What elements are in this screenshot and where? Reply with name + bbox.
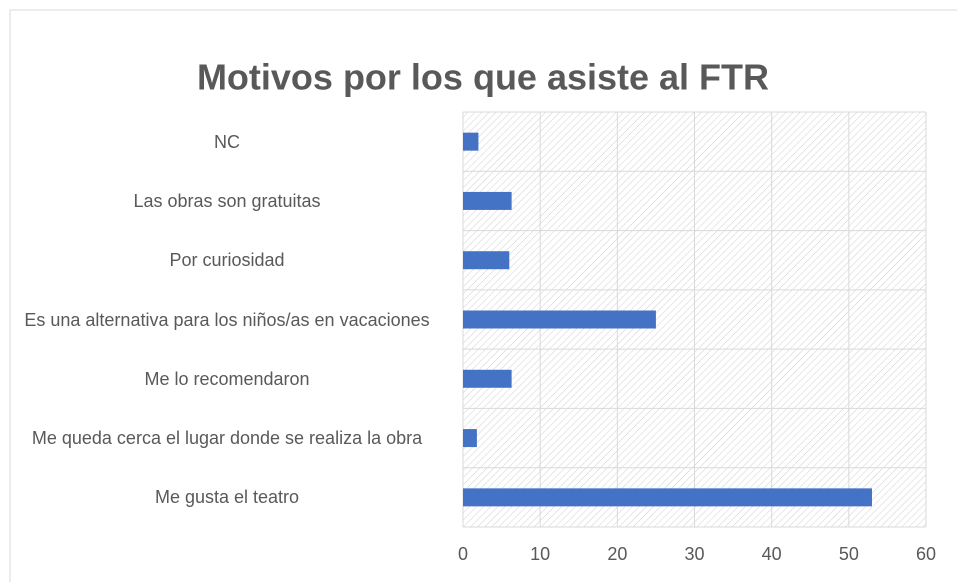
- chart-border: [9, 9, 957, 582]
- bar: [463, 369, 512, 388]
- x-tick-label: 10: [530, 544, 550, 564]
- x-tick-label: 0: [458, 544, 468, 564]
- x-tick-label: 60: [916, 544, 936, 564]
- bar: [463, 132, 479, 151]
- y-tick-label: Me gusta el teatro: [154, 487, 300, 508]
- chart-title: Motivos por los que asiste al FTR: [197, 57, 769, 98]
- x-tick-label: 20: [607, 544, 627, 564]
- bar: [463, 429, 477, 448]
- y-tick-label: Me queda cerca el lugar donde se realiza…: [31, 428, 423, 449]
- bar: [463, 191, 512, 210]
- bar: [463, 310, 656, 329]
- bar: [463, 251, 510, 270]
- y-tick-label: NC: [214, 131, 240, 152]
- y-tick-label: Me lo recomendaron: [144, 368, 310, 389]
- bar: [463, 488, 872, 507]
- y-tick-label: Por curiosidad: [169, 250, 285, 271]
- y-tick-label: Es una alternativa para los niños/as en …: [24, 309, 430, 330]
- y-tick-label: Las obras son gratuitas: [133, 190, 321, 211]
- x-tick-label: 30: [684, 544, 704, 564]
- x-tick-label: 40: [762, 544, 782, 564]
- x-tick-label: 50: [839, 544, 859, 564]
